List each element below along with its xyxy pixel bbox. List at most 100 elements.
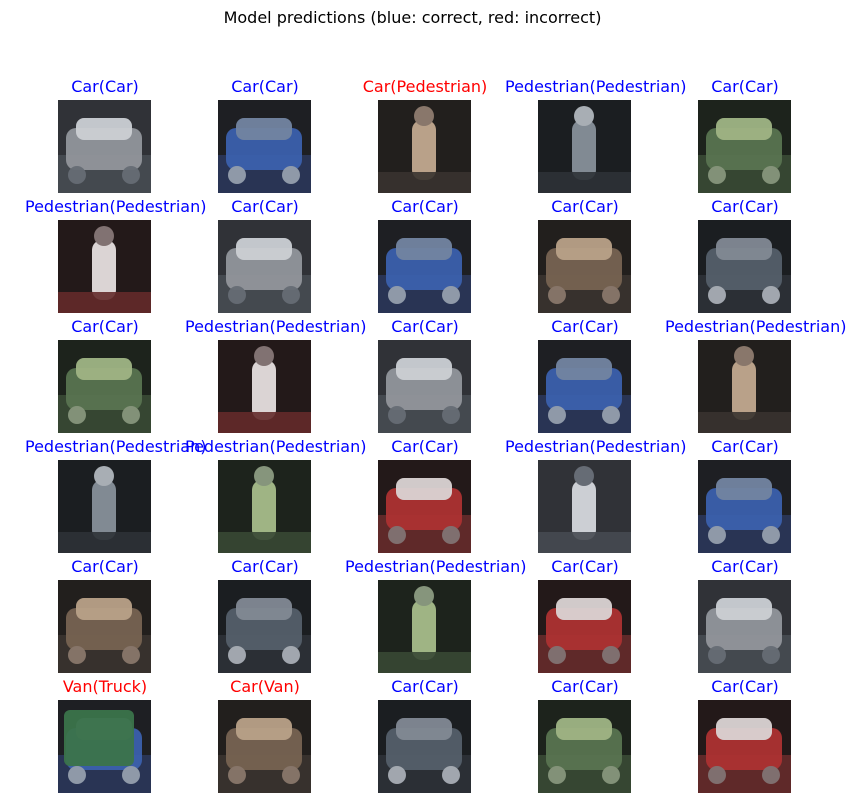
thumbnail-graphic [58, 100, 151, 193]
car-thumbnail [218, 580, 311, 673]
thumbnail-graphic [698, 100, 791, 193]
prediction-cell: Car(Car) [25, 318, 185, 438]
thumbnail-graphic [378, 340, 471, 433]
prediction-cell: Car(Car) [505, 318, 665, 438]
prediction-label: Car(Car) [711, 677, 779, 696]
thumbnail-graphic [698, 580, 791, 673]
car-thumbnail [698, 220, 791, 313]
prediction-cell: Car(Car) [185, 78, 345, 198]
car-thumbnail [538, 580, 631, 673]
car-thumbnail [378, 220, 471, 313]
car-thumbnail [538, 340, 631, 433]
prediction-cell: Car(Car) [185, 198, 345, 318]
thumbnail-graphic [58, 340, 151, 433]
prediction-label: Car(Car) [71, 77, 139, 96]
pedestrian-thumbnail [58, 460, 151, 553]
prediction-cell: Car(Car) [345, 438, 505, 558]
prediction-label: Pedestrian(Pedestrian) [185, 317, 367, 336]
pedestrian-thumbnail [58, 220, 151, 313]
car-thumbnail [538, 220, 631, 313]
blurred-pedestrian-thumbnail [378, 100, 471, 193]
prediction-cell: Car(Car) [185, 558, 345, 678]
prediction-label: Pedestrian(Pedestrian) [185, 437, 367, 456]
thumbnail-graphic [698, 220, 791, 313]
prediction-cell: Car(Car) [345, 198, 505, 318]
prediction-label: Pedestrian(Pedestrian) [25, 197, 207, 216]
car-thumbnail [698, 460, 791, 553]
car-thumbnail [378, 340, 471, 433]
prediction-label: Car(Car) [231, 77, 299, 96]
prediction-label: Car(Pedestrian) [362, 77, 488, 96]
thumbnail-graphic [698, 460, 791, 553]
pedestrian-thumbnail [218, 340, 311, 433]
thumbnail-graphic [58, 700, 151, 793]
thumbnail-graphic [218, 100, 311, 193]
prediction-cell: Car(Car) [665, 558, 825, 678]
prediction-label: Car(Car) [711, 197, 779, 216]
prediction-label: Car(Car) [391, 437, 459, 456]
car-thumbnail [698, 700, 791, 793]
prediction-cell: Van(Truck) [25, 678, 185, 798]
prediction-cell: Pedestrian(Pedestrian) [345, 557, 527, 678]
prediction-cell: Car(Pedestrian) [345, 78, 505, 198]
thumbnail-graphic [378, 220, 471, 313]
prediction-label: Car(Car) [71, 557, 139, 576]
prediction-label: Car(Car) [551, 317, 619, 336]
thumbnail-graphic [218, 580, 311, 673]
van-thumbnail [218, 700, 311, 793]
car-thumbnail [58, 580, 151, 673]
thumbnail-graphic [218, 460, 311, 553]
thumbnail-graphic [378, 460, 471, 553]
pedestrian-thumbnail [538, 460, 631, 553]
thumbnail-graphic [58, 460, 151, 553]
prediction-label: Pedestrian(Pedestrian) [25, 437, 207, 456]
prediction-label: Car(Car) [231, 557, 299, 576]
prediction-label: Car(Car) [391, 197, 459, 216]
prediction-label: Car(Car) [551, 557, 619, 576]
thumbnail-graphic [378, 100, 471, 193]
thumbnail-graphic [698, 340, 791, 433]
thumbnail-graphic [218, 340, 311, 433]
thumbnail-graphic [58, 220, 151, 313]
prediction-cell: Pedestrian(Pedestrian) [505, 437, 687, 558]
thumbnail-graphic [58, 580, 151, 673]
thumbnail-graphic [538, 700, 631, 793]
prediction-cell: Car(Car) [665, 198, 825, 318]
prediction-label: Pedestrian(Pedestrian) [345, 557, 527, 576]
prediction-cell: Car(Car) [505, 678, 665, 798]
car-thumbnail [698, 100, 791, 193]
car-thumbnail [58, 340, 151, 433]
pedestrian-thumbnail [218, 460, 311, 553]
prediction-label: Pedestrian(Pedestrian) [505, 437, 687, 456]
thumbnail-graphic [538, 220, 631, 313]
car-thumbnail [698, 580, 791, 673]
prediction-cell: Car(Car) [505, 558, 665, 678]
pedestrian-thumbnail [698, 340, 791, 433]
prediction-cell: Car(Car) [25, 558, 185, 678]
prediction-label: Car(Car) [231, 197, 299, 216]
figure-title: Model predictions (blue: correct, red: i… [223, 8, 602, 27]
thumbnail-graphic [538, 580, 631, 673]
prediction-cell: Car(Car) [505, 198, 665, 318]
prediction-cell: Pedestrian(Pedestrian) [665, 317, 847, 438]
thumbnail-graphic [538, 340, 631, 433]
prediction-cell: Pedestrian(Pedestrian) [25, 437, 207, 558]
prediction-label: Car(Car) [551, 677, 619, 696]
prediction-cell: Car(Car) [25, 78, 185, 198]
thumbnail-graphic [218, 220, 311, 313]
prediction-cell: Car(Car) [665, 438, 825, 558]
prediction-cell: Pedestrian(Pedestrian) [185, 437, 367, 558]
prediction-label: Car(Van) [230, 677, 300, 696]
thumbnail-graphic [218, 700, 311, 793]
prediction-cell: Pedestrian(Pedestrian) [25, 197, 207, 318]
car-thumbnail [218, 220, 311, 313]
car-thumbnail [378, 700, 471, 793]
prediction-cell: Car(Car) [345, 318, 505, 438]
prediction-label: Car(Car) [711, 77, 779, 96]
prediction-cell: Car(Van) [185, 678, 345, 798]
prediction-label: Pedestrian(Pedestrian) [665, 317, 847, 336]
prediction-cell: Pedestrian(Pedestrian) [185, 317, 367, 438]
thumbnail-graphic [698, 700, 791, 793]
prediction-label: Car(Car) [391, 317, 459, 336]
